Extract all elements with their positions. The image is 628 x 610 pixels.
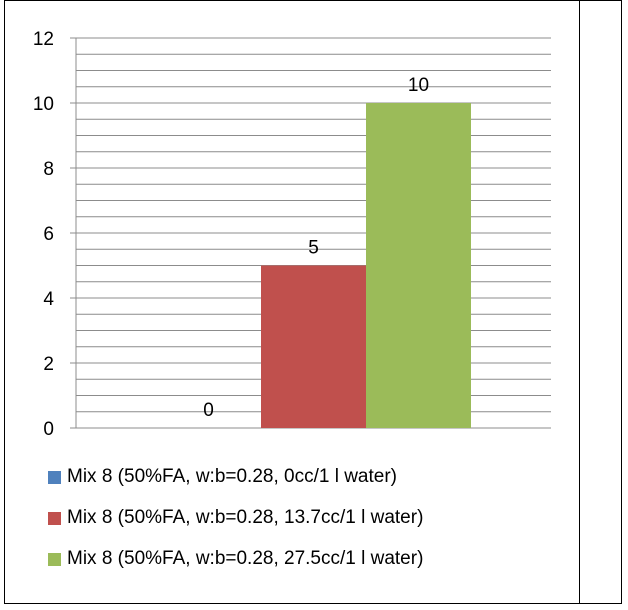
y-tick-label: 10 xyxy=(33,94,54,115)
chart-frame xyxy=(4,0,580,604)
data-label: 0 xyxy=(203,400,214,421)
y-tick-label: 8 xyxy=(43,159,54,180)
legend-swatch-3 xyxy=(48,552,61,566)
y-tick-label: 6 xyxy=(43,224,54,245)
legend-label-1: Mix 8 (50%FA, w:b=0.28, 0cc/1 l water) xyxy=(67,466,397,487)
y-tick-label: 4 xyxy=(43,289,54,310)
y-tick-label: 12 xyxy=(33,29,54,50)
bar xyxy=(261,265,366,428)
data-label: 5 xyxy=(308,238,319,259)
adjacent-table-cell xyxy=(579,0,622,604)
y-tick-label: 0 xyxy=(43,419,54,440)
legend-swatch-1 xyxy=(48,470,61,484)
legend-item-3: Mix 8 (50%FA, w:b=0.28, 27.5cc/1 l water… xyxy=(48,548,423,570)
legend-item-2: Mix 8 (50%FA, w:b=0.28, 13.7cc/1 l water… xyxy=(48,507,423,529)
bar xyxy=(366,103,471,428)
legend-item-1: Mix 8 (50%FA, w:b=0.28, 0cc/1 l water) xyxy=(48,466,397,488)
y-tick-label: 2 xyxy=(43,354,54,375)
legend-swatch-2 xyxy=(48,511,61,525)
data-label: 10 xyxy=(408,75,429,96)
legend-label-3: Mix 8 (50%FA, w:b=0.28, 27.5cc/1 l water… xyxy=(67,548,424,569)
legend-label-2: Mix 8 (50%FA, w:b=0.28, 13.7cc/1 l water… xyxy=(67,507,424,528)
